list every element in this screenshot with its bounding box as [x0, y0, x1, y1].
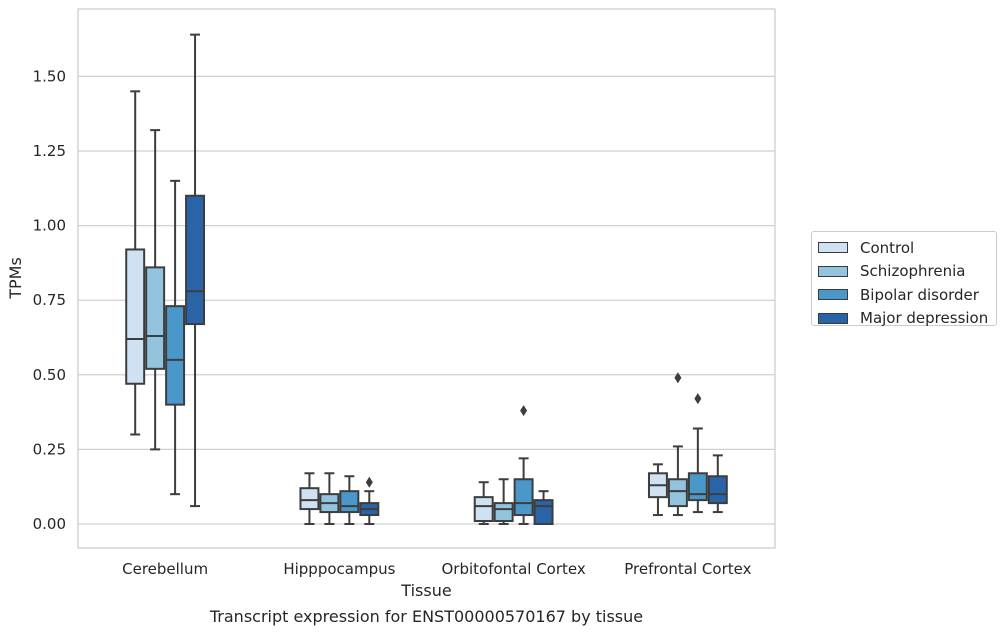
box-body: [145, 266, 166, 370]
y-axis-label: TPMs: [6, 257, 25, 300]
legend-swatch: [818, 312, 848, 324]
box-schizophrenia: [667, 372, 688, 517]
box-schizophrenia: [145, 129, 166, 451]
box-control: [299, 472, 320, 525]
x-tick-label: Orbitofontal Cortex: [442, 560, 586, 578]
box-major-depression: [707, 454, 728, 514]
legend-label: Bipolar disorder: [860, 285, 979, 304]
box-control: [125, 90, 146, 436]
box-body: [339, 490, 360, 514]
box-schizophrenia: [319, 472, 340, 525]
x-tick-label: Cerebellum: [122, 560, 208, 578]
box-body: [493, 502, 514, 523]
legend-item: Major depression: [818, 307, 990, 331]
chart-title: Transcript expression for ENST0000057016…: [209, 607, 643, 626]
x-tick-label: Hipppocampus: [283, 560, 395, 578]
y-tick-labels: 0.00 0.25 0.50 0.75 1.00 1.25 1.50: [33, 67, 66, 533]
y-tick-label: 0.00: [33, 515, 66, 533]
box-bipolar-disorder: [513, 405, 534, 525]
x-tick-labels: Cerebellum Hipppocampus Orbitofontal Corte…: [122, 560, 751, 578]
legend: Control Schizophrenia Bipolar disorder Majo…: [811, 231, 997, 327]
outlier-point: [694, 393, 702, 405]
legend-swatch: [818, 265, 848, 277]
plot-frame: [77, 8, 776, 549]
box-body: [473, 496, 494, 523]
box-control: [473, 481, 494, 525]
legend-label: Control: [860, 238, 915, 257]
box-body: [667, 478, 688, 508]
box-major-depression: [359, 476, 380, 525]
outlier-point: [520, 405, 528, 417]
legend-swatch: [818, 242, 848, 254]
y-tick-label: 0.25: [33, 440, 66, 458]
legend-label: Schizophrenia: [860, 262, 966, 281]
box-body: [165, 305, 186, 406]
box-body: [533, 499, 554, 525]
box-bipolar-disorder: [165, 179, 186, 496]
outlier-point: [365, 476, 373, 488]
box-bipolar-disorder: [687, 393, 708, 514]
box-bipolar-disorder: [339, 475, 360, 525]
box-control: [647, 463, 668, 517]
outlier-point: [674, 372, 682, 384]
y-tick-label: 0.50: [33, 366, 66, 384]
box-body: [299, 487, 320, 511]
y-tick-label: 1.00: [33, 217, 66, 235]
legend-item: Bipolar disorder: [818, 283, 990, 307]
y-tick-label: 1.50: [33, 67, 66, 85]
legend-item: Control: [818, 236, 990, 260]
y-tick-label: 1.25: [33, 142, 66, 160]
box-body: [185, 194, 206, 326]
box-major-depression: [533, 490, 554, 525]
y-tick-label: 0.75: [33, 291, 66, 309]
plot-area-background: [78, 9, 775, 548]
box-series-group: [125, 33, 728, 525]
legend-label: Major depression: [860, 309, 989, 328]
x-axis-label: Tissue: [400, 581, 451, 600]
box-major-depression: [185, 33, 206, 508]
x-tick-label: Prefrontal Cortex: [624, 560, 751, 578]
box-schizophrenia: [493, 478, 514, 525]
box-body: [513, 478, 534, 517]
box-body: [125, 248, 146, 385]
legend-swatch: [818, 289, 848, 301]
box-body: [707, 475, 728, 505]
legend-item: Schizophrenia: [818, 260, 990, 284]
box-body: [687, 472, 708, 502]
